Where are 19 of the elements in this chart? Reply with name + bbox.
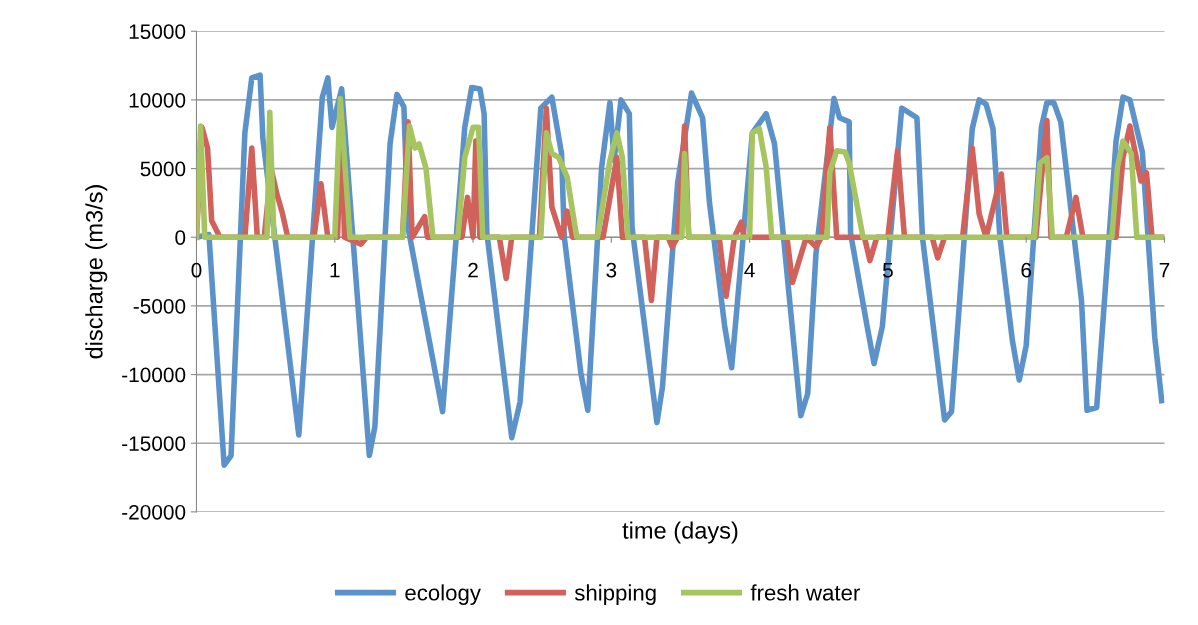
y-tick-label: 5000 <box>140 161 186 177</box>
y-tick-label: 0 <box>175 230 186 245</box>
y-tick-label: -15000 <box>122 436 186 451</box>
y-tick-label: 10000 <box>129 92 186 108</box>
x-tick-label: 2 <box>468 262 478 278</box>
x-tick-label: 7 <box>1159 263 1170 278</box>
x-tick-label: 1 <box>330 263 340 278</box>
legend-label: shipping <box>574 584 656 605</box>
y-tick-label: -5000 <box>133 298 186 314</box>
y-tick-label: 15000 <box>129 24 186 39</box>
legend-label: fresh water <box>750 584 860 601</box>
x-tick-label: 3 <box>606 262 617 278</box>
y-axis-title: discharge (m3/s) <box>85 185 108 359</box>
x-tick-label: 4 <box>744 263 755 278</box>
y-tick-label: -10000 <box>122 367 186 383</box>
y-tick-label: -20000 <box>122 504 186 520</box>
x-axis-title: time (days) <box>622 521 738 544</box>
x-tick-label: 0 <box>191 262 202 278</box>
legend-label: ecology <box>405 584 481 605</box>
